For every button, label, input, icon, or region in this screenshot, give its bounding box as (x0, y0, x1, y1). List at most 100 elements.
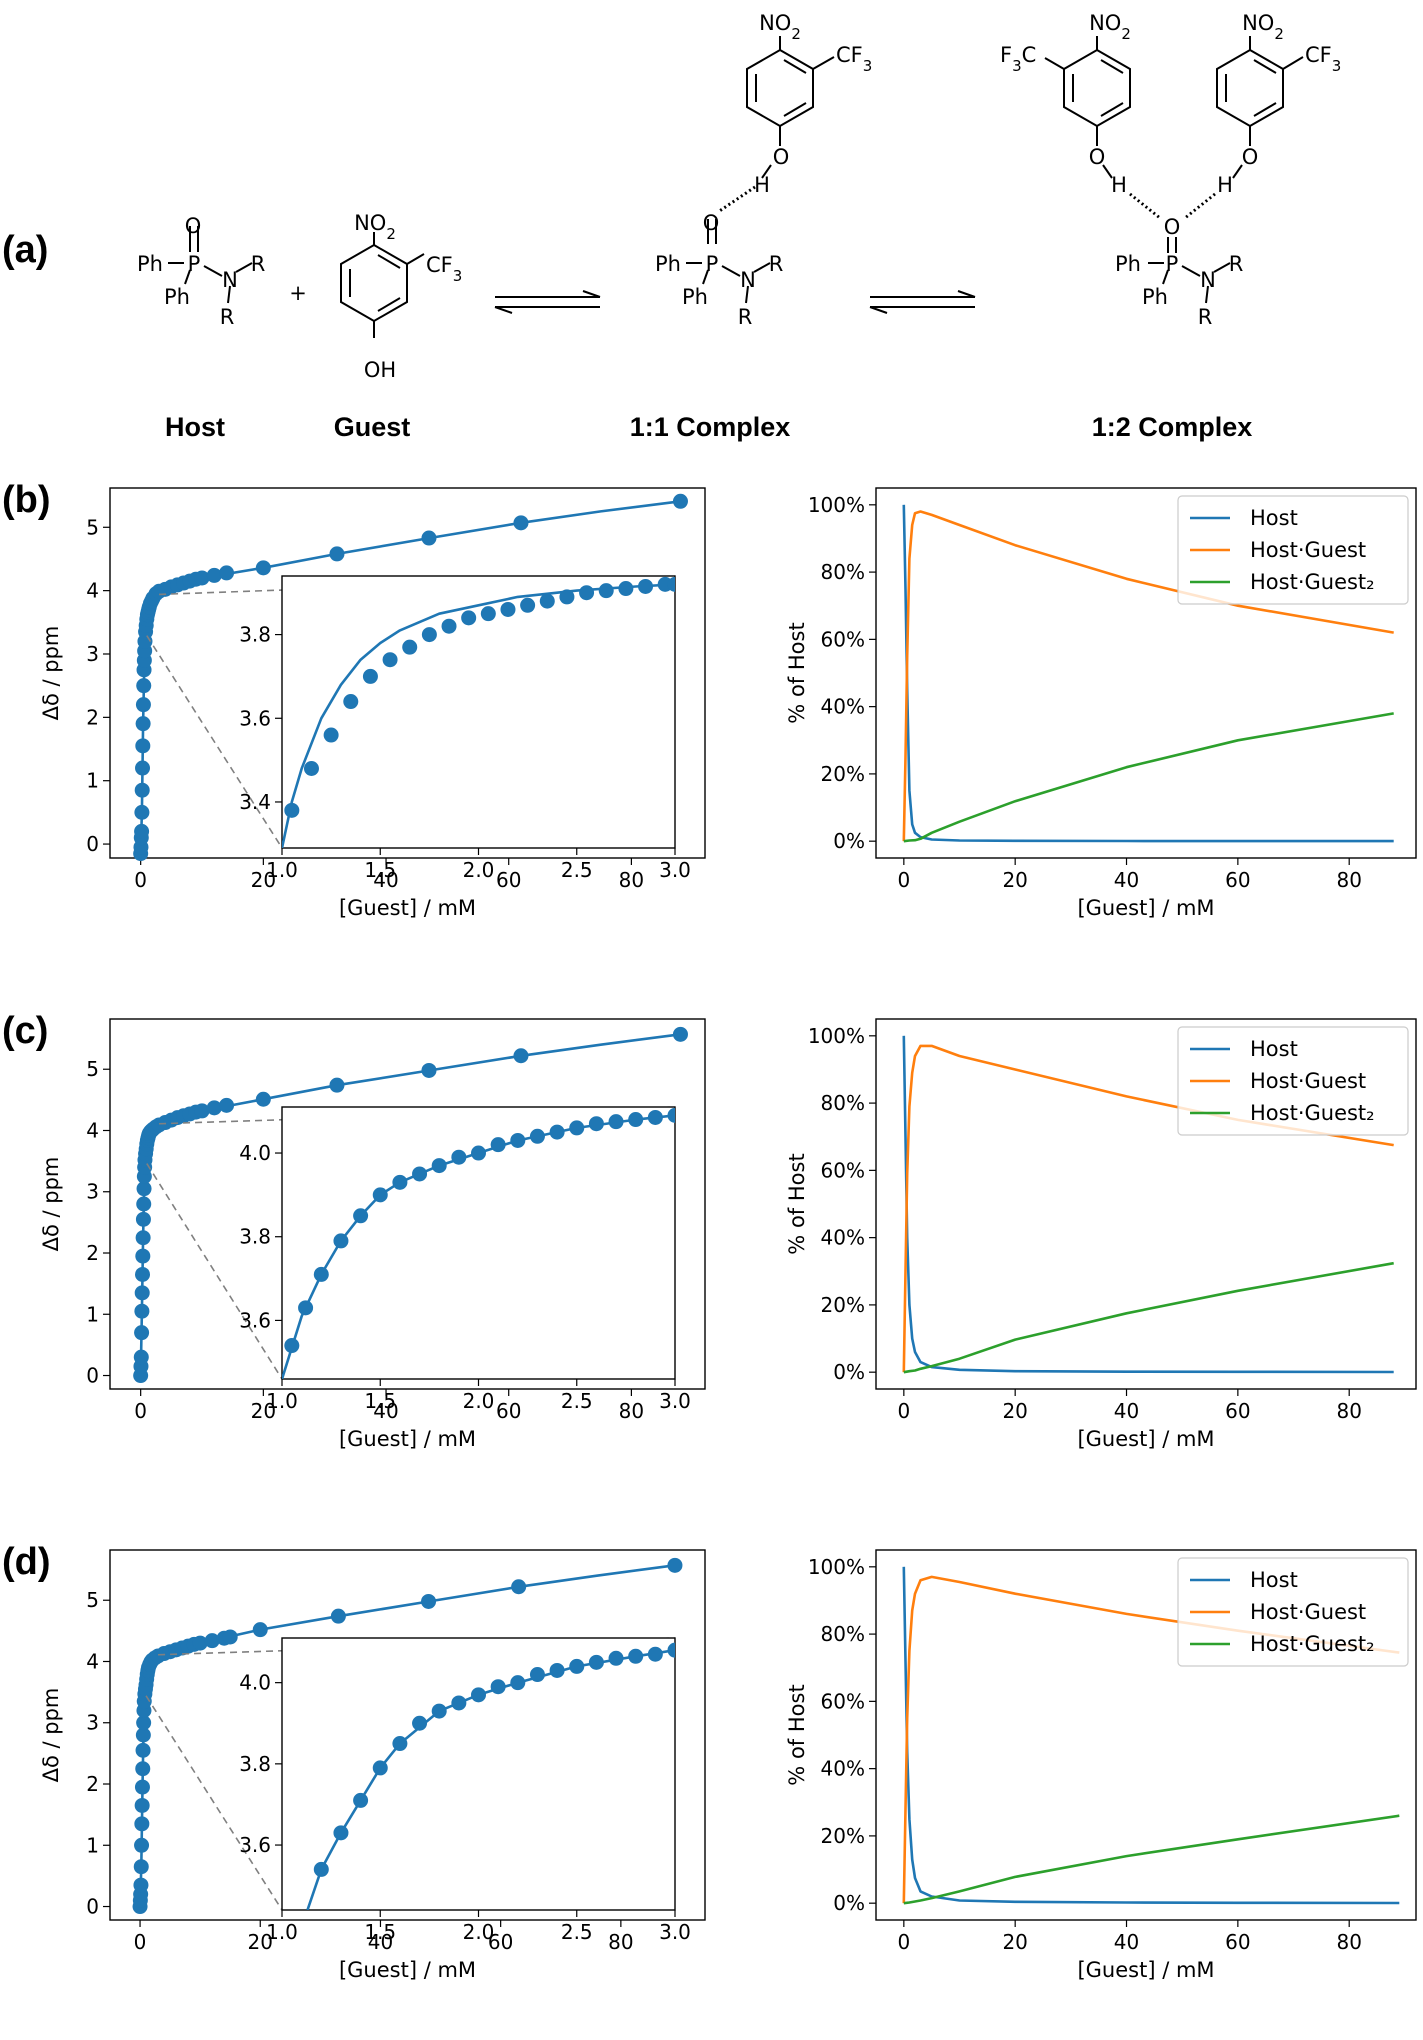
spec-y-tick-label: 40% (821, 695, 865, 719)
data-point (136, 678, 152, 694)
guest-ring (340, 232, 425, 338)
inset-data-point (618, 581, 634, 597)
data-point (511, 1579, 527, 1595)
data-point (133, 1349, 149, 1365)
spec-y-tick-label: 60% (821, 627, 865, 651)
complex11-no2: NO2 (759, 11, 801, 43)
hbond-12-left (1129, 192, 1161, 220)
main-x-tick-label: 20 (251, 868, 276, 892)
inset-x-tick-label: 3.0 (659, 858, 691, 882)
inset-data-point (529, 1667, 545, 1683)
inset-data-point (372, 1187, 388, 1203)
x-axis-title: [Guest] / mM (339, 896, 476, 920)
x-axis-title: [Guest] / mM (1077, 896, 1214, 920)
spec-y-tick-label: 80% (821, 1622, 865, 1646)
data-point (135, 738, 151, 754)
spec-y-tick-label: 0% (833, 829, 865, 853)
x-axis-title: [Guest] / mM (1077, 1427, 1214, 1451)
panel-label-c: (c) (2, 1010, 48, 1052)
data-point (135, 1230, 151, 1246)
main-x-tick-label: 80 (619, 868, 644, 892)
equilibrium-arrow-2 (869, 290, 976, 314)
inset-x-tick-label: 2.0 (463, 858, 495, 882)
guest-no2: NO2 (354, 211, 396, 243)
speciation-chart-b: 0 20 40 60 80 0% 20% 40% 60% 80% 100% [Guest] / mM%… (785, 487, 1417, 920)
main-y-tick-label: 5 (86, 1057, 99, 1081)
y-axis-title: Δδ / ppm (39, 1157, 63, 1252)
complex11-ph2: Ph (682, 285, 708, 309)
data-point (135, 760, 151, 776)
inset-data-point (569, 1120, 585, 1136)
panel-label-a: (a) (2, 229, 48, 271)
label-complex12: 1:2 Complex (1092, 412, 1253, 442)
data-point (204, 1633, 220, 1649)
data-point (421, 1593, 437, 1609)
inset-data-point (549, 1662, 565, 1678)
data-point (255, 1091, 271, 1107)
data-point (252, 1622, 268, 1638)
legend-box (1177, 1026, 1409, 1136)
series-line-hostguest (902, 510, 1394, 842)
legend-label: Host (1250, 1568, 1298, 1592)
spec-y-tick-label: 60% (821, 1689, 865, 1713)
inset-x-tick-label: 3.0 (659, 1389, 691, 1413)
inset-data-point (353, 1792, 369, 1808)
inset-data-point (461, 610, 477, 626)
complex12-h-left: H (1111, 173, 1127, 197)
main-x-tick-label: 20 (248, 1930, 273, 1954)
host-phosphorus: P (188, 252, 201, 276)
series-line-hostguest (902, 1044, 1394, 1373)
series-line-hostguest2 (903, 1814, 1400, 1905)
shift-chart-b: 0 20 40 60 80 0 1 2 3 4 5 [Guest] / mM Δδ / ppm 1.0 1.… (39, 487, 706, 920)
inset-data-point (579, 585, 595, 601)
main-y-tick-label: 1 (86, 1833, 99, 1857)
inset-y-tick-label: 3.8 (239, 1225, 271, 1249)
data-point (136, 1181, 152, 1197)
spec-y-tick-label: 80% (821, 1091, 865, 1115)
complex11-o-phenol: O (773, 145, 790, 169)
series-line-hostguest (902, 1575, 1400, 1904)
legend-label: Host·Guest₂ (1250, 1101, 1375, 1125)
spec-y-tick-label: 80% (821, 560, 865, 584)
host-r2: R (220, 305, 235, 329)
y-axis-title: % of Host (785, 622, 809, 723)
main-x-tick-label: 40 (373, 868, 398, 892)
legend-label: Host·Guest (1250, 1600, 1366, 1624)
complex12-no2-left: NO2 (1089, 11, 1131, 43)
x-axis-title: [Guest] / mM (339, 1958, 476, 1982)
panel-label-b: (b) (2, 479, 51, 521)
data-point (667, 1557, 683, 1573)
label-host: Host (165, 412, 225, 442)
main-y-tick-label: 4 (86, 1649, 99, 1673)
legend-box (1177, 1557, 1409, 1667)
main-x-tick-label: 40 (368, 1930, 393, 1954)
spec-x-tick-label: 40 (1114, 868, 1139, 892)
spec-y-tick-label: 100% (808, 1024, 865, 1048)
inset-data-point (588, 1654, 604, 1670)
complex12-o-left: O (1089, 145, 1106, 169)
inset-data-point (451, 1695, 467, 1711)
data-point (133, 1859, 149, 1875)
spec-x-tick-label: 60 (1225, 868, 1250, 892)
inset-data-point (431, 1703, 447, 1719)
zoom-line-bottom (146, 635, 283, 849)
inset-data-point (313, 1861, 329, 1877)
y-axis-title: Δδ / ppm (39, 1688, 63, 1783)
inset-data-point (372, 1760, 388, 1776)
inset-x-tick-label: 3.0 (659, 1920, 691, 1944)
legend-label: Host (1250, 506, 1298, 530)
spec-y-tick-label: 0% (833, 1360, 865, 1384)
inset-data-point (431, 1158, 447, 1174)
main-x-tick-label: 0 (134, 868, 147, 892)
inset-data-point (412, 1166, 428, 1182)
complex12-no2-right: NO2 (1242, 11, 1284, 43)
inset-y-tick-label: 3.4 (239, 790, 271, 814)
spec-x-tick-label: 40 (1114, 1930, 1139, 1954)
host-structure (168, 226, 253, 304)
inset-data-point (298, 1300, 314, 1316)
complex11-r2: R (738, 305, 753, 329)
inset-y-tick-label: 4.0 (239, 1671, 271, 1695)
inset-x-tick-label: 1.5 (364, 1920, 396, 1944)
inset-data-point (608, 1650, 624, 1666)
